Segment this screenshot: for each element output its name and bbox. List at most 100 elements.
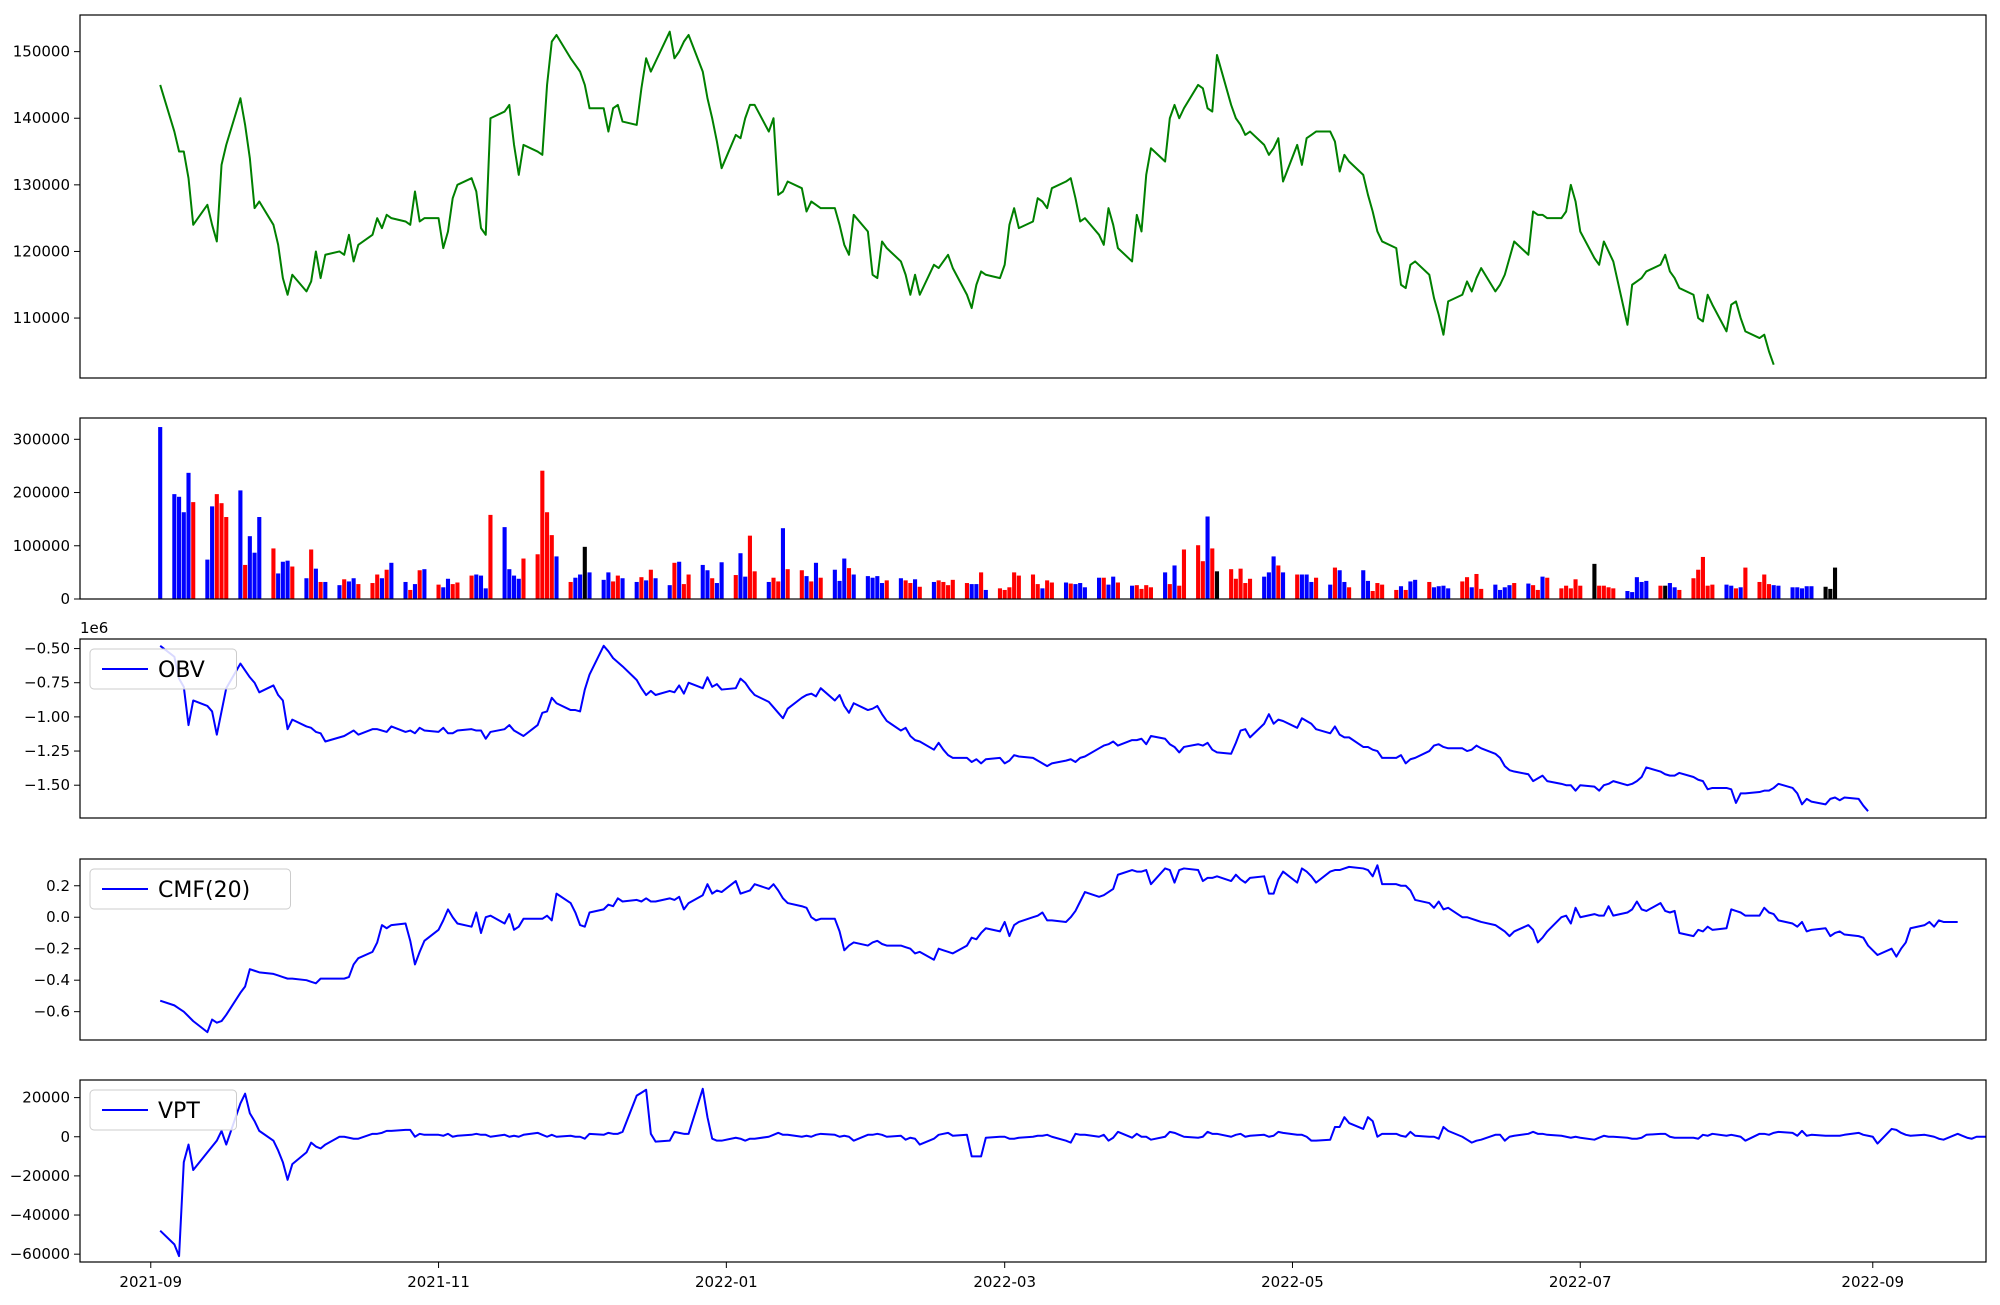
volume-bar <box>521 558 526 599</box>
volume-bar <box>714 583 719 599</box>
volume-bar <box>875 576 880 599</box>
volume-bar <box>917 586 922 599</box>
volume-bar <box>285 560 290 599</box>
volume-bar <box>1568 588 1573 599</box>
volume-bar <box>1804 586 1809 599</box>
volume-bar <box>1597 585 1602 599</box>
volume-bar <box>1573 579 1578 599</box>
volume-bar <box>1398 586 1404 599</box>
volume-bar <box>979 572 984 599</box>
volume-bar <box>785 569 790 599</box>
volume-bar <box>1040 588 1045 599</box>
x-tick-label: 2022-03 <box>973 1273 1036 1291</box>
volume-bar <box>1035 584 1040 599</box>
volume-bar <box>1073 584 1078 599</box>
volume-bar <box>1630 592 1635 599</box>
volume-bar <box>1106 584 1111 599</box>
panel-5: −60000 −40000 −20000 0 20000 VPT 2021-09 2021-1… <box>10 1079 1987 1291</box>
volume-bar <box>205 559 210 599</box>
volume-bar <box>1611 588 1616 599</box>
y-tick-label: 0 <box>60 590 70 608</box>
volume-bar <box>969 584 974 599</box>
volume-bar <box>686 574 691 599</box>
volume-bar <box>1337 570 1342 599</box>
volume-bar <box>1757 581 1762 599</box>
volume-bar <box>304 578 309 599</box>
y-tick-label: 130000 <box>13 176 70 194</box>
volume-bar <box>1601 585 1606 599</box>
volume-bar <box>1328 584 1333 599</box>
volume-bar <box>1304 574 1309 599</box>
volume-bar <box>445 578 451 599</box>
axes-frame <box>79 858 1987 1041</box>
volume-bar <box>1238 568 1243 599</box>
volume-bar <box>587 572 592 599</box>
y-tick-label: 120000 <box>13 242 70 260</box>
y-tick-label: 100000 <box>13 537 70 555</box>
y-tick-label: 20000 <box>22 1089 70 1107</box>
volume-bar <box>384 569 389 599</box>
volume-bar <box>1007 587 1012 599</box>
volume-bar <box>1446 588 1451 599</box>
volume-bar <box>879 583 885 599</box>
volume-bar <box>1493 584 1498 599</box>
y-tick-label: 150000 <box>13 43 70 61</box>
axes-frame <box>79 1079 1987 1263</box>
volume-bar <box>832 569 837 599</box>
volume-bar <box>842 558 847 599</box>
volume-bar <box>620 578 625 599</box>
volume-bar <box>931 581 936 599</box>
volume-bar <box>554 556 559 599</box>
volume-bar <box>1111 576 1116 599</box>
volume-bar <box>1644 580 1649 599</box>
volume-bar <box>1625 591 1630 599</box>
volume-bar <box>408 589 413 599</box>
volume-bar <box>342 579 347 599</box>
volume-bar <box>804 576 809 599</box>
volume-bar <box>356 584 361 599</box>
volume-bar <box>238 490 243 599</box>
volume-bar <box>1049 582 1054 599</box>
volume-bar <box>1115 582 1120 599</box>
y-tick-label: −1.00 <box>24 708 70 726</box>
volume-bar <box>370 583 375 599</box>
y-tick-label: 0 <box>60 1128 70 1146</box>
panel-2: 0 100000 200000 300000 <box>13 417 1987 608</box>
volume-bar <box>1766 584 1772 599</box>
volume-bar <box>700 564 705 599</box>
volume-bar <box>1436 586 1441 599</box>
volume-bar <box>469 575 474 599</box>
vpt-line <box>159 1087 1986 1258</box>
volume-bar <box>1082 587 1087 599</box>
volume-bar <box>1295 574 1300 599</box>
volume-bar <box>247 536 252 599</box>
volume-bar <box>644 580 649 599</box>
volume-bar <box>1658 585 1663 599</box>
y-tick-label: −40000 <box>10 1206 70 1224</box>
volume-bar <box>743 576 748 599</box>
volume-bar <box>776 581 781 599</box>
volume-bar <box>780 528 785 599</box>
volume-bar <box>648 569 653 599</box>
volume-bar <box>752 571 757 599</box>
x-tick-label: 2022-07 <box>1549 1273 1612 1291</box>
y-offset-label: 1e6 <box>80 619 108 637</box>
volume-bar <box>1677 589 1682 599</box>
volume-bar <box>846 568 852 599</box>
volume-bar <box>837 580 842 599</box>
volume-bar <box>478 575 484 599</box>
legend: CMF(20) <box>89 868 291 910</box>
volume-bar <box>1460 581 1465 599</box>
volume-bar <box>276 573 281 599</box>
y-tick-label: −20000 <box>10 1167 70 1185</box>
volume-bar <box>1700 556 1705 599</box>
volume-bar <box>611 581 616 599</box>
volume-bar <box>1545 577 1550 599</box>
volume-bar <box>983 589 988 599</box>
volume-bar <box>1365 580 1371 599</box>
volume-bar <box>1280 572 1286 599</box>
volume-bar <box>309 549 314 599</box>
volume-bar <box>379 578 384 599</box>
volume-bar <box>1809 586 1814 599</box>
